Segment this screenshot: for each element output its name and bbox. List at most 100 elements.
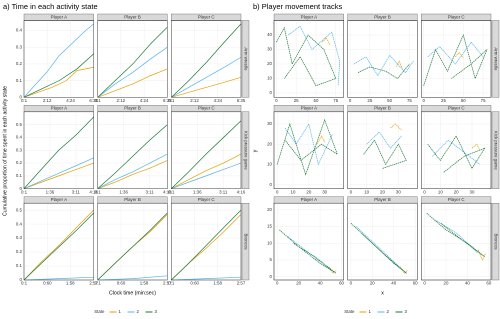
y-tick-label: 10 bbox=[267, 76, 272, 81]
panel bbox=[171, 20, 242, 98]
y-tick-label: 0.2 bbox=[16, 61, 23, 66]
row-strip-label: Kick pressure game bbox=[243, 131, 248, 170]
x-tick-label: 40 bbox=[465, 281, 470, 286]
legend-label: 3 bbox=[405, 309, 408, 314]
y-tick-label: 0.4 bbox=[16, 28, 23, 33]
panel-title: a) Time in each activity state bbox=[3, 2, 98, 11]
y-tick-label: 0 bbox=[20, 94, 23, 99]
track-line bbox=[23, 209, 94, 281]
track-line bbox=[171, 23, 242, 98]
x-tick-label: 2:12 bbox=[117, 98, 126, 103]
y-tick-label: 0 bbox=[20, 186, 23, 191]
row-strip-label: Kick pressure game bbox=[493, 131, 498, 170]
x-tick-label: 50 bbox=[387, 98, 392, 103]
track-line bbox=[455, 51, 464, 59]
x-tick-label: 60 bbox=[486, 281, 491, 286]
panel-border bbox=[273, 20, 344, 98]
track-line bbox=[171, 56, 242, 98]
track-line bbox=[97, 124, 168, 189]
y-tick-label: 30 bbox=[267, 47, 272, 52]
track-line bbox=[171, 153, 242, 189]
track-line bbox=[97, 212, 168, 281]
track-line bbox=[350, 222, 407, 274]
y-tick-label: 0.1 bbox=[16, 173, 23, 178]
track-line bbox=[284, 123, 333, 166]
x-tick-label: 4:16 bbox=[163, 189, 172, 194]
strip-label: Player A bbox=[301, 106, 317, 111]
legend-label: 2 bbox=[137, 309, 140, 314]
strip-label: Player C bbox=[448, 106, 465, 111]
row-strip bbox=[491, 203, 500, 281]
strip-label: Player B bbox=[374, 106, 391, 111]
track-line bbox=[23, 157, 94, 189]
x-tick-label: 2:57 bbox=[237, 281, 246, 286]
x-tick-label: 2:12 bbox=[43, 98, 52, 103]
y-tick-label: 40 bbox=[267, 32, 272, 37]
strip-label: Player A bbox=[301, 14, 317, 19]
x-tick-label: 3:11 bbox=[72, 189, 81, 194]
track-line bbox=[171, 276, 242, 281]
strip-label: Player A bbox=[301, 197, 317, 202]
track-line bbox=[97, 275, 168, 281]
x-tick-label: 25 bbox=[367, 98, 372, 103]
track-line bbox=[23, 162, 94, 189]
x-tick-label: 20 bbox=[370, 281, 375, 286]
panel bbox=[97, 202, 168, 281]
x-axis-title: Clock time (min:sec) bbox=[109, 290, 156, 296]
panel-border bbox=[23, 20, 94, 98]
row-strip-label: Broncos bbox=[243, 234, 248, 251]
x-tick-label: 2:12 bbox=[190, 98, 199, 103]
track-line bbox=[366, 131, 402, 149]
y-tick-label: 15 bbox=[267, 224, 272, 229]
x-tick-label: 0:1 bbox=[168, 281, 175, 286]
x-tick-label: 0 bbox=[423, 281, 426, 286]
x-tick-label: 3:11 bbox=[145, 189, 154, 194]
track-line bbox=[432, 139, 481, 165]
panel bbox=[347, 20, 418, 98]
panel-border bbox=[347, 20, 418, 98]
panel-border bbox=[273, 202, 344, 281]
x-tick-label: 60 bbox=[339, 281, 344, 286]
panel bbox=[97, 20, 168, 98]
strip-label: Player C bbox=[448, 14, 465, 19]
track-line bbox=[97, 160, 168, 189]
y-tick-label: 0.5 bbox=[16, 122, 23, 127]
legend-label: 3 bbox=[155, 309, 158, 314]
x-tick-label: 0:1 bbox=[95, 98, 102, 103]
track-line bbox=[171, 162, 242, 189]
x-tick-label: 30 bbox=[470, 189, 475, 194]
x-tick-label: 25 bbox=[441, 98, 446, 103]
panel-border bbox=[97, 202, 168, 281]
x-tick-label: 75 bbox=[333, 98, 338, 103]
track-line bbox=[279, 229, 337, 274]
row-strip bbox=[491, 111, 500, 189]
x-tick-label: 10 bbox=[364, 189, 369, 194]
x-tick-label: 60 bbox=[413, 281, 418, 286]
track-line bbox=[23, 116, 94, 189]
track-line bbox=[356, 226, 400, 267]
row-strip-label: Broncos bbox=[493, 234, 498, 251]
panel-border bbox=[273, 111, 344, 189]
row-strip-label: Arm wrestle bbox=[243, 47, 248, 71]
panel bbox=[23, 202, 94, 281]
track-line bbox=[171, 76, 242, 98]
x-tick-label: 1:58 bbox=[213, 281, 222, 286]
panel-border bbox=[171, 111, 242, 189]
panel-border bbox=[171, 202, 242, 281]
x-tick-label: 40 bbox=[391, 281, 396, 286]
x-tick-label: 30 bbox=[396, 189, 401, 194]
panel-border bbox=[347, 111, 418, 189]
panel-border bbox=[171, 20, 242, 98]
x-tick-label: 4:24 bbox=[214, 98, 223, 103]
track-line bbox=[97, 46, 168, 98]
row-strip-label: Arm wrestle bbox=[493, 47, 498, 71]
track-line bbox=[23, 53, 94, 98]
strip-label: Player A bbox=[51, 106, 67, 111]
y-tick-label: 0.3 bbox=[16, 147, 23, 152]
y-tick-label: 0.1 bbox=[16, 78, 23, 83]
track-line bbox=[363, 139, 407, 169]
x-tick-label: 4:24 bbox=[140, 98, 149, 103]
strip-label: Player C bbox=[448, 197, 465, 202]
y-tick-label: 0 bbox=[270, 274, 273, 279]
